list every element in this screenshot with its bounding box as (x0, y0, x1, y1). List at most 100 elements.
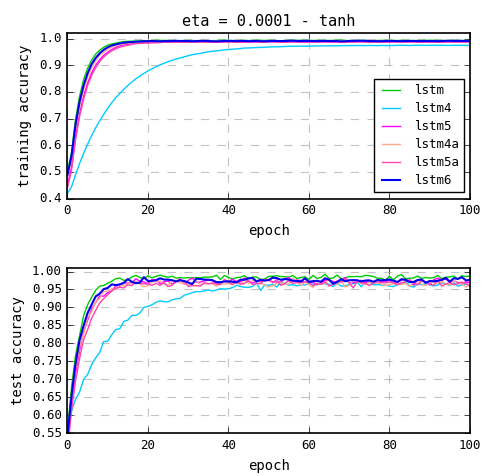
lstm6 (371, 38, 376, 44)
lstm6 (350, 278, 356, 283)
lstm6 (65, 172, 70, 178)
lstm6 (93, 55, 98, 61)
lstm5 (350, 280, 356, 286)
lstm6 (467, 277, 473, 283)
lstm4 (366, 43, 372, 49)
lstm5a (467, 282, 473, 288)
Line: lstm4: lstm4 (67, 281, 470, 422)
Y-axis label: test accuracy: test accuracy (11, 296, 25, 405)
lstm4a (350, 278, 356, 283)
Line: lstm4a: lstm4a (67, 278, 470, 437)
lstm4 (366, 279, 372, 285)
lstm4 (467, 42, 473, 48)
lstm5a (65, 185, 70, 191)
Line: lstm: lstm (67, 274, 470, 431)
Line: lstm4a: lstm4a (67, 41, 470, 177)
lstm5 (346, 39, 352, 45)
lstm5a (250, 282, 255, 288)
X-axis label: epoch: epoch (248, 459, 290, 473)
lstm4 (250, 284, 255, 289)
lstm4 (346, 43, 352, 49)
lstm5 (250, 39, 255, 45)
Line: lstm6: lstm6 (67, 40, 470, 175)
lstm5 (467, 280, 473, 286)
lstm5 (371, 280, 376, 286)
lstm (306, 277, 312, 282)
lstm (467, 38, 473, 43)
lstm4 (415, 42, 420, 48)
lstm5a (165, 284, 171, 289)
lstm6 (141, 274, 147, 280)
lstm5a (467, 39, 473, 45)
lstm (93, 51, 98, 57)
lstm5a (306, 280, 312, 286)
Y-axis label: training accuracy: training accuracy (18, 45, 32, 187)
lstm5a (306, 40, 312, 45)
lstm4 (402, 278, 408, 284)
lstm (350, 38, 356, 44)
lstm4 (65, 190, 70, 196)
lstm (250, 38, 255, 43)
lstm4a (346, 38, 352, 44)
lstm4a (93, 58, 98, 64)
Line: lstm5: lstm5 (67, 278, 470, 445)
lstm6 (350, 38, 356, 44)
lstm4 (467, 283, 473, 289)
lstm (93, 288, 98, 293)
lstm4a (65, 435, 70, 440)
lstm5a (93, 307, 98, 313)
lstm6 (93, 294, 98, 299)
lstm5a (342, 276, 348, 281)
lstm4 (93, 125, 98, 131)
Line: lstm5: lstm5 (67, 41, 470, 185)
lstm4 (165, 299, 171, 305)
lstm (322, 271, 328, 277)
lstm5a (350, 285, 356, 291)
lstm5a (165, 40, 171, 45)
Line: lstm5a: lstm5a (67, 42, 470, 188)
lstm4a (371, 280, 376, 286)
lstm (371, 274, 376, 279)
lstm4a (371, 39, 376, 44)
lstm6 (290, 38, 296, 43)
Title: eta = 0.0001 - tanh: eta = 0.0001 - tanh (182, 14, 355, 30)
lstm5a (346, 40, 352, 45)
lstm4 (346, 282, 352, 288)
lstm5a (354, 39, 360, 45)
lstm (65, 169, 70, 174)
lstm4a (290, 275, 296, 281)
lstm4 (306, 43, 312, 49)
lstm (338, 37, 344, 43)
lstm (371, 38, 376, 44)
lstm4a (467, 39, 473, 44)
lstm (467, 273, 473, 279)
X-axis label: epoch: epoch (248, 224, 290, 238)
lstm4 (250, 45, 255, 50)
lstm4 (165, 59, 171, 65)
lstm6 (254, 278, 259, 284)
Line: lstm4: lstm4 (67, 45, 470, 193)
lstm5 (65, 442, 70, 448)
Line: lstm: lstm (67, 40, 470, 171)
lstm6 (310, 38, 316, 44)
Line: lstm5a: lstm5a (67, 278, 470, 452)
lstm5a (250, 39, 255, 45)
lstm5 (306, 39, 312, 45)
lstm6 (310, 278, 316, 284)
lstm (165, 274, 171, 280)
lstm4a (165, 38, 171, 44)
lstm5a (93, 65, 98, 70)
lstm4 (65, 419, 70, 425)
lstm4a (250, 39, 255, 44)
lstm5 (165, 278, 171, 284)
lstm5a (371, 280, 376, 286)
lstm5 (250, 280, 255, 286)
lstm6 (65, 434, 70, 439)
lstm4a (250, 278, 255, 283)
lstm5 (306, 279, 312, 285)
lstm4a (467, 281, 473, 287)
lstm4a (350, 38, 356, 44)
lstm (165, 38, 171, 43)
lstm5 (93, 300, 98, 306)
lstm (306, 38, 312, 43)
